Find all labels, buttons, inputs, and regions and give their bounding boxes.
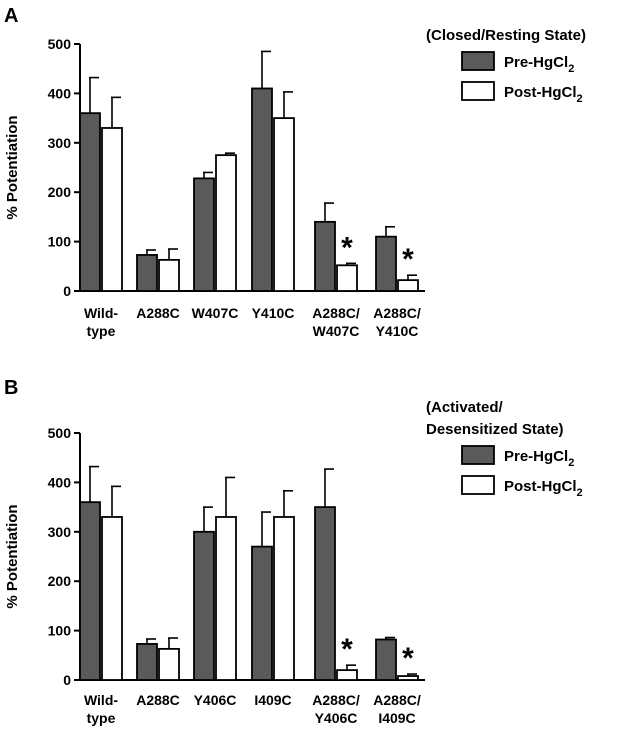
significance-marker: * — [402, 642, 414, 675]
legend-post-label: Post-HgCl2 — [504, 84, 583, 105]
x-category-label: A288C/ — [312, 305, 360, 321]
x-category-label: A288C/ — [373, 692, 421, 708]
y-tick-label: 400 — [48, 85, 72, 101]
bar-post — [101, 516, 123, 681]
x-category-label: A288C/ — [373, 305, 421, 321]
bar-pre — [314, 220, 336, 292]
y-tick-label: 500 — [48, 36, 72, 52]
bar-post — [336, 264, 358, 292]
bar-pre — [375, 235, 397, 292]
bar-post — [336, 669, 358, 681]
legend-post-swatch — [461, 475, 495, 495]
x-category-label: W407C — [313, 323, 360, 339]
legend-post-label: Post-HgCl2 — [504, 478, 583, 499]
y-tick-label: 100 — [48, 623, 72, 639]
bar-pre — [136, 254, 158, 292]
bar-pre — [193, 177, 215, 292]
bar-pre — [79, 112, 101, 292]
bar-pre — [375, 638, 397, 681]
x-category-label: A288C/ — [312, 692, 360, 708]
bar-pre — [79, 501, 101, 681]
bar-post — [273, 516, 295, 681]
x-category-label: Wild- — [84, 305, 118, 321]
significance-marker: * — [341, 231, 353, 264]
bar-post — [215, 516, 237, 681]
y-tick-label: 200 — [48, 184, 72, 200]
y-tick-label: 400 — [48, 474, 72, 490]
bar-post — [101, 127, 123, 292]
x-category-label: type — [87, 710, 116, 726]
bar-post — [397, 279, 419, 292]
legend-title: (Closed/Resting State) — [426, 27, 586, 44]
x-category-label: W407C — [192, 305, 239, 321]
y-axis-label: % Potentiation — [4, 504, 21, 608]
x-category-label: A288C — [136, 692, 180, 708]
bar-pre — [314, 506, 336, 681]
panel-letter: B — [4, 377, 18, 399]
panel-letter: A — [4, 5, 18, 27]
x-category-label: Y410C — [376, 323, 419, 339]
bar-post — [158, 258, 180, 292]
x-category-label: Y406C — [194, 692, 237, 708]
legend-post-swatch — [461, 81, 495, 101]
y-axis-label: % Potentiation — [4, 115, 21, 219]
significance-marker: * — [341, 633, 353, 666]
y-tick-label: 100 — [48, 234, 72, 250]
x-category-label: type — [87, 323, 116, 339]
y-tick-label: 0 — [63, 283, 71, 299]
y-tick-label: 200 — [48, 573, 72, 589]
legend-pre-label: Pre-HgCl2 — [504, 54, 574, 75]
y-tick-label: 500 — [48, 425, 72, 441]
x-category-label: I409C — [378, 710, 415, 726]
x-category-label: Wild- — [84, 692, 118, 708]
x-category-label: Y410C — [252, 305, 295, 321]
bar-post — [215, 154, 237, 292]
bar-post — [397, 675, 419, 681]
bar-pre — [251, 545, 273, 681]
bar-post — [273, 117, 295, 292]
legend-pre-swatch — [461, 445, 495, 465]
y-tick-label: 0 — [63, 672, 71, 688]
bar-pre — [251, 87, 273, 292]
chart-panel-a: A % Potentiation 0 100 200 300 400 500 * * Wild-ty… — [4, 5, 586, 339]
legend-pre-label: Pre-HgCl2 — [504, 448, 574, 469]
legend-title: (Activated/ — [426, 399, 504, 416]
significance-marker: * — [402, 243, 414, 276]
legend-title: Desensitized State) — [426, 421, 564, 438]
bar-pre — [193, 530, 215, 681]
bar-pre — [136, 643, 158, 681]
y-tick-label: 300 — [48, 524, 72, 540]
legend-pre-swatch — [461, 51, 495, 71]
bar-post — [158, 647, 180, 681]
chart-panel-b: B % Potentiation 0 100 200 300 400 500 * * Wild-ty… — [4, 377, 583, 726]
y-tick-label: 300 — [48, 135, 72, 151]
x-category-label: A288C — [136, 305, 180, 321]
x-category-label: Y406C — [315, 710, 358, 726]
x-category-label: I409C — [254, 692, 291, 708]
